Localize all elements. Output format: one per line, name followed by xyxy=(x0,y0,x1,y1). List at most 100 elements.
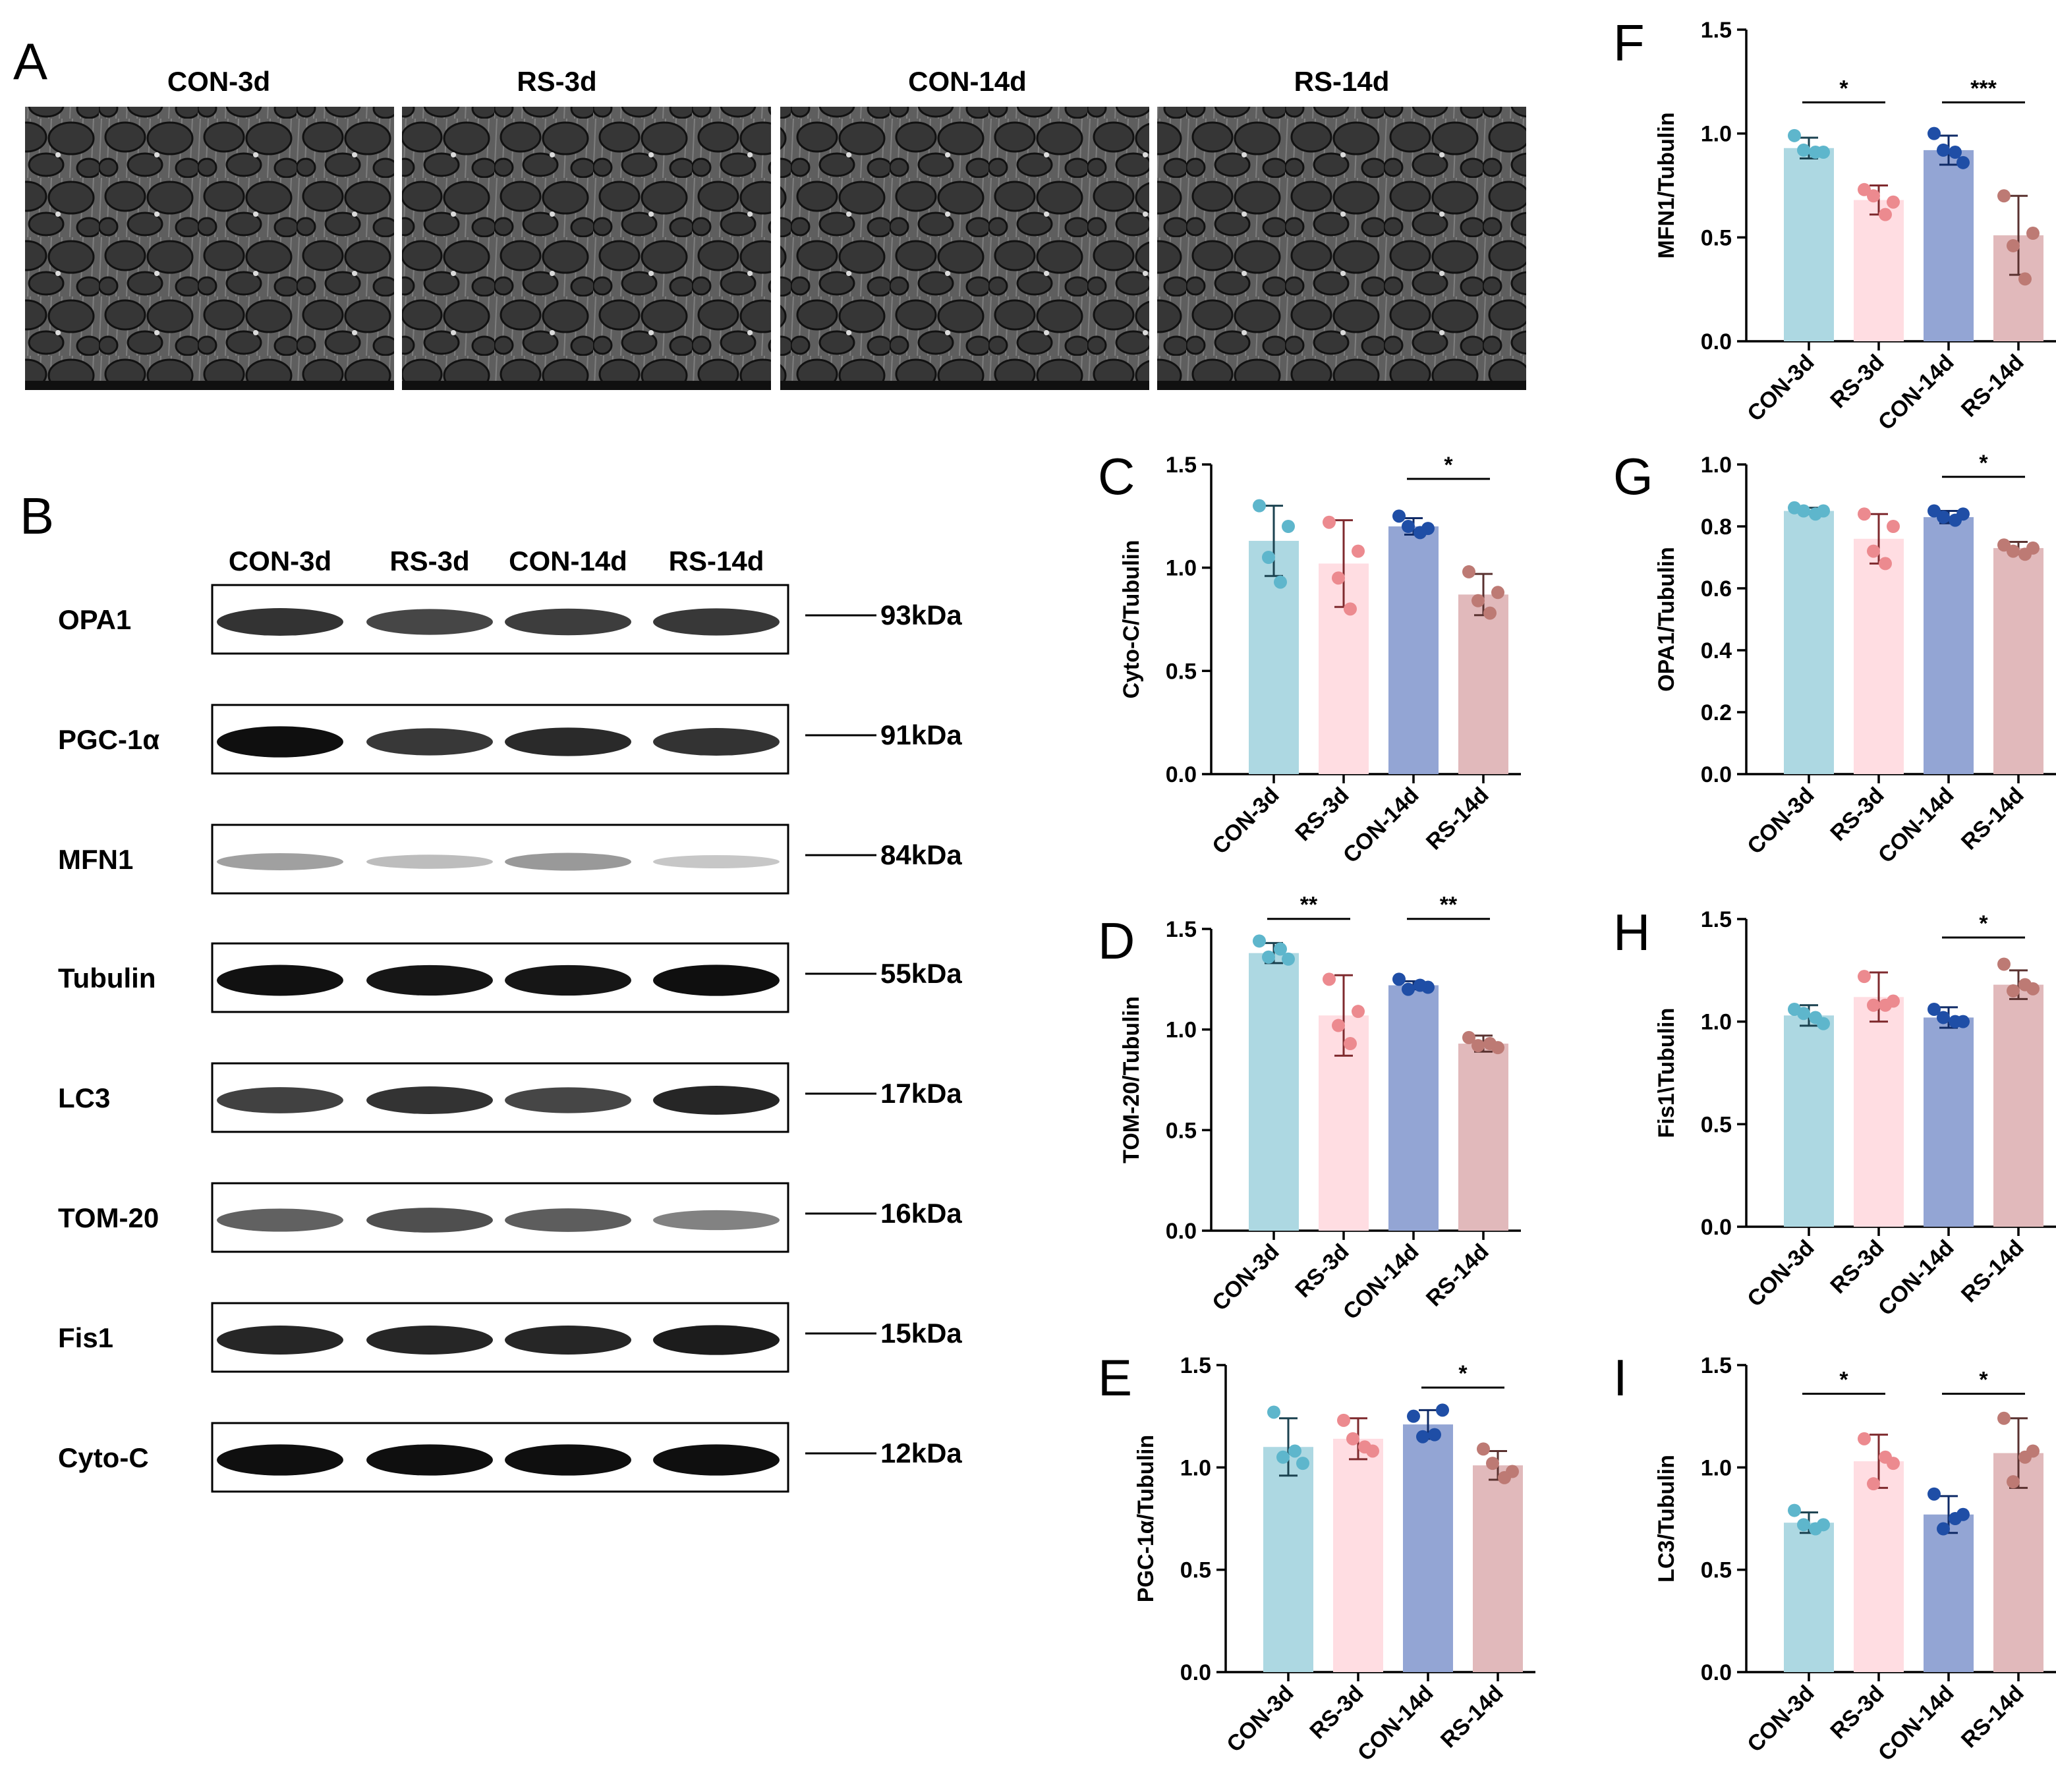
y-tick-label: 1.0 xyxy=(1701,1455,1732,1480)
data-point xyxy=(1337,1413,1350,1427)
x-tick-label: CON-3d xyxy=(1222,1681,1298,1757)
significance-label: ** xyxy=(1440,893,1458,918)
blot-band xyxy=(366,1326,493,1355)
em-micrograph-3 xyxy=(780,107,1149,390)
blot-band xyxy=(217,726,343,758)
data-point xyxy=(2018,978,2032,992)
y-axis-label: OPA1/Tubulin xyxy=(1654,547,1679,692)
blot-band xyxy=(217,853,343,870)
data-point xyxy=(1809,507,1822,521)
data-point xyxy=(1937,1522,1950,1536)
x-tick-label: CON-3d xyxy=(1742,1681,1819,1757)
x-tick-label: CON-3d xyxy=(1742,350,1819,426)
chart-d: D 0.0 0.5 1.0 1.5 TOM-20/Tubulin CON-3d RS-3dCO… xyxy=(1098,893,1521,1325)
data-point xyxy=(1323,972,1336,986)
em-image-3: CON-14d xyxy=(780,66,1149,390)
em-micrograph-2 xyxy=(402,107,771,390)
data-point xyxy=(1344,1037,1357,1051)
x-tick-label: CON-14d xyxy=(1353,1681,1439,1766)
bar-con-14d xyxy=(1388,985,1439,1231)
data-point xyxy=(1879,208,1892,221)
blot-band xyxy=(366,609,493,635)
blot-band xyxy=(505,853,631,871)
em-label-3: CON-14d xyxy=(908,66,1027,97)
data-point xyxy=(1477,1442,1490,1456)
data-point xyxy=(1928,504,1941,518)
x-tick-label: CON-14d xyxy=(1873,783,1959,868)
blot-band xyxy=(366,854,493,869)
data-point xyxy=(1867,1477,1880,1491)
blot-band xyxy=(366,1086,493,1114)
data-point xyxy=(1879,557,1892,571)
significance-label: * xyxy=(1839,76,1848,101)
bar-rs-14d xyxy=(1458,594,1508,774)
data-point xyxy=(1274,942,1287,956)
blot-band xyxy=(366,728,493,756)
data-point xyxy=(1867,998,1880,1012)
data-point xyxy=(1344,602,1357,616)
y-tick-label: 1.5 xyxy=(1180,1353,1211,1378)
x-tick-label: CON-14d xyxy=(1338,783,1424,868)
data-point xyxy=(1949,1512,1962,1525)
x-tick-label: RS-14d xyxy=(1436,1681,1508,1753)
blot-band xyxy=(505,1208,631,1232)
chart-h: H 0.0 0.5 1.0 1.5 Fis1\Tubulin CON-3d RS-3dCON-… xyxy=(1613,903,2056,1321)
blot-band xyxy=(505,965,631,996)
x-tick-label: CON-3d xyxy=(1207,1239,1284,1316)
y-tick-label: 0.0 xyxy=(1701,1660,1732,1685)
y-tick-label: 0.5 xyxy=(1180,1558,1211,1583)
data-point xyxy=(1262,551,1275,564)
data-point xyxy=(2026,227,2040,240)
bar-con-14d xyxy=(1924,1514,1974,1672)
blot-protein-label: LC3 xyxy=(58,1082,110,1113)
blot-band xyxy=(505,1444,631,1476)
data-point xyxy=(1491,586,1504,600)
data-point xyxy=(1483,1037,1497,1051)
em-image-2: RS-3d xyxy=(402,66,771,390)
data-point xyxy=(2018,1450,2032,1464)
data-point xyxy=(1392,972,1406,986)
data-point xyxy=(1858,182,1871,196)
panel-letter-d: D xyxy=(1098,912,1135,970)
bar-rs-3d xyxy=(1333,1438,1383,1672)
bar-rs-3d xyxy=(1854,538,1904,774)
em-scalebar-3 xyxy=(780,381,1149,390)
y-tick-label: 0.0 xyxy=(1701,1215,1732,1240)
bar-rs-14d xyxy=(1458,1044,1508,1231)
data-point xyxy=(1887,520,1900,533)
lane-label-1: CON-3d xyxy=(229,546,331,576)
bar-con-14d xyxy=(1924,150,1974,342)
y-tick-label: 0.0 xyxy=(1166,762,1197,787)
panel-letter-g: G xyxy=(1613,447,1653,505)
significance-label: * xyxy=(1444,453,1453,478)
em-image-4: RS-14d xyxy=(1157,66,1526,390)
blot-band xyxy=(653,608,780,636)
blot-row-6: TOM-20 16kDa xyxy=(58,1182,962,1253)
em-scalebar-2 xyxy=(402,381,771,390)
data-point xyxy=(1937,510,1950,524)
y-tick-label: 0.8 xyxy=(1701,515,1732,540)
data-point xyxy=(1253,499,1266,513)
significance-label: *** xyxy=(1970,76,1997,101)
data-point xyxy=(1402,520,1415,533)
em-scalebar-4 xyxy=(1157,381,1526,390)
y-axis-label: Cyto-C/Tubulin xyxy=(1119,540,1144,698)
panel-letter-h: H xyxy=(1613,903,1650,961)
data-point xyxy=(1253,934,1266,948)
chart-i: I 0.0 0.5 1.0 1.5 LC3/Tubulin CON-3d RS-3dCON-1… xyxy=(1613,1349,2056,1766)
data-point xyxy=(1436,1403,1449,1417)
lane-label-4: RS-14d xyxy=(669,546,764,576)
data-point xyxy=(1323,515,1336,529)
blot-band xyxy=(217,965,343,996)
x-tick-label: RS-14d xyxy=(1421,1239,1494,1312)
data-point xyxy=(1928,1487,1941,1501)
y-tick-label: 1.5 xyxy=(1701,18,1732,43)
bar-con-3d xyxy=(1263,1447,1313,1672)
data-point xyxy=(1282,952,1295,966)
y-tick-label: 0.0 xyxy=(1180,1660,1211,1685)
data-point xyxy=(1928,126,1941,140)
data-point xyxy=(1471,594,1485,607)
em-label-2: RS-3d xyxy=(517,66,596,97)
data-point xyxy=(1414,526,1427,540)
data-point xyxy=(1483,606,1497,620)
